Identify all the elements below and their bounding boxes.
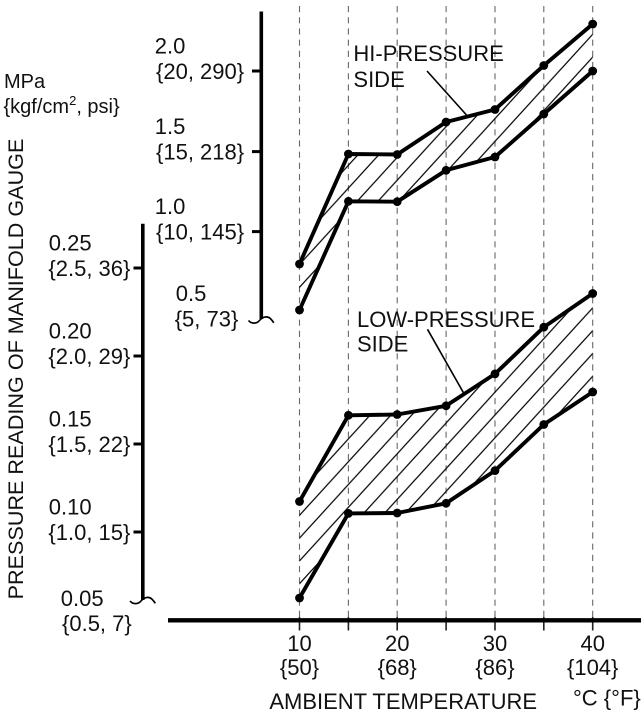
svg-text:0.25: 0.25 (49, 230, 92, 255)
svg-text:2.0: 2.0 (155, 33, 186, 58)
svg-text:0.05: 0.05 (61, 586, 104, 611)
svg-text:SIDE: SIDE (357, 332, 408, 357)
svg-text:{104}: {104} (567, 655, 618, 680)
svg-text:{kgf/cm2, psi}: {kgf/cm2, psi} (4, 93, 120, 118)
svg-text:{86}: {86} (475, 655, 514, 680)
svg-text:SIDE: SIDE (353, 67, 404, 92)
svg-text:0.15: 0.15 (49, 406, 92, 431)
svg-text:{2.0, 29}: {2.0, 29} (48, 344, 130, 369)
svg-text:10: 10 (287, 631, 311, 656)
svg-text:{1.0, 15}: {1.0, 15} (48, 520, 130, 545)
svg-text:PRESSURE READING OF MANIFOLD G: PRESSURE READING OF MANIFOLD GAUGE (3, 139, 28, 600)
svg-text:AMBIENT TEMPERATURE: AMBIENT TEMPERATURE (269, 689, 537, 714)
svg-text:{5, 73}: {5, 73} (175, 307, 239, 332)
svg-text:{10, 145}: {10, 145} (156, 220, 244, 245)
svg-text:0.5: 0.5 (176, 281, 207, 306)
svg-text:1.5: 1.5 (155, 114, 186, 139)
svg-text:{2.5, 36}: {2.5, 36} (48, 256, 130, 281)
svg-text:0.10: 0.10 (49, 494, 92, 519)
svg-text:1.0: 1.0 (155, 194, 186, 219)
svg-text:40: 40 (580, 631, 604, 656)
svg-text:0.20: 0.20 (49, 318, 92, 343)
svg-text:°C {°F}: °C {°F} (573, 686, 641, 711)
svg-text:{20, 290}: {20, 290} (156, 59, 244, 84)
svg-text:30: 30 (483, 631, 507, 656)
svg-text:MPa: MPa (4, 71, 46, 93)
svg-text:{50}: {50} (280, 655, 319, 680)
svg-text:20: 20 (385, 631, 409, 656)
svg-text:LOW-PRESSURE: LOW-PRESSURE (357, 307, 535, 332)
svg-text:{1.5, 22}: {1.5, 22} (48, 432, 130, 457)
svg-text:HI-PRESSURE: HI-PRESSURE (353, 41, 503, 66)
svg-text:{0.5, 7}: {0.5, 7} (62, 611, 132, 636)
svg-text:{15, 218}: {15, 218} (156, 140, 244, 165)
svg-text:{68}: {68} (378, 655, 417, 680)
